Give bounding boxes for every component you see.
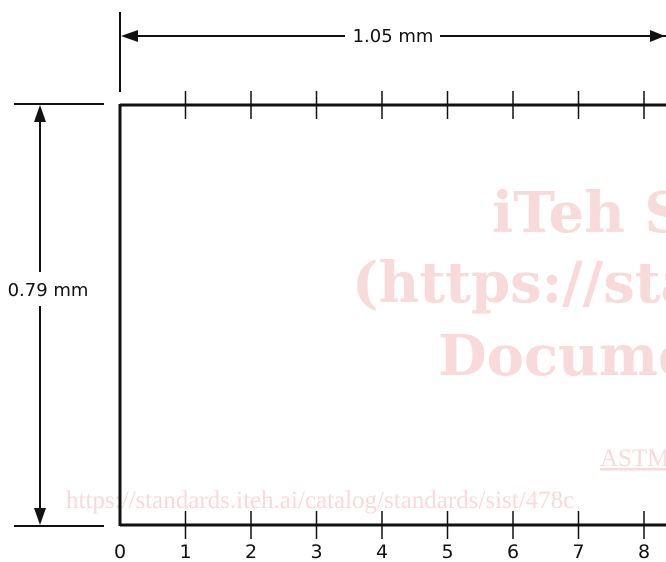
watermark: iTeh St (https://stan Docume ASTM https:… <box>66 180 666 514</box>
height-label: 0.79 mm <box>8 280 89 301</box>
watermark-line-3: Docume <box>438 323 666 389</box>
watermark-line-2: (https://stan <box>352 250 666 316</box>
scale-tick-label: 4 <box>376 541 388 562</box>
scale-tick-label: 6 <box>507 541 519 562</box>
scale-tick-label: 2 <box>245 541 257 562</box>
scale-tick-label: 3 <box>310 541 322 562</box>
arrowhead-right <box>650 30 665 42</box>
specimen-outline <box>118 103 666 527</box>
arrowhead-left <box>121 30 138 42</box>
arrowhead-bottom <box>34 508 46 525</box>
height-dimension: 0.79 mm <box>8 103 104 527</box>
scale-tick-label: 8 <box>638 541 650 562</box>
scale-tick-label: 5 <box>441 541 453 562</box>
arrowhead-top <box>34 105 46 122</box>
scale-tick-label: 7 <box>572 541 584 562</box>
watermark-link-text: ASTM <box>600 445 666 472</box>
width-dimension: 1.05 mm <box>119 12 666 92</box>
scale-tick-label: 0 <box>114 541 126 562</box>
width-label: 1.05 mm <box>353 26 434 47</box>
scale-tick-label: 1 <box>179 541 191 562</box>
watermark-url: https://standards.iteh.ai/catalog/standa… <box>66 487 574 514</box>
scale: 0 1 2 3 4 5 6 7 8 <box>114 91 650 562</box>
watermark-line-1: iTeh St <box>492 180 666 246</box>
